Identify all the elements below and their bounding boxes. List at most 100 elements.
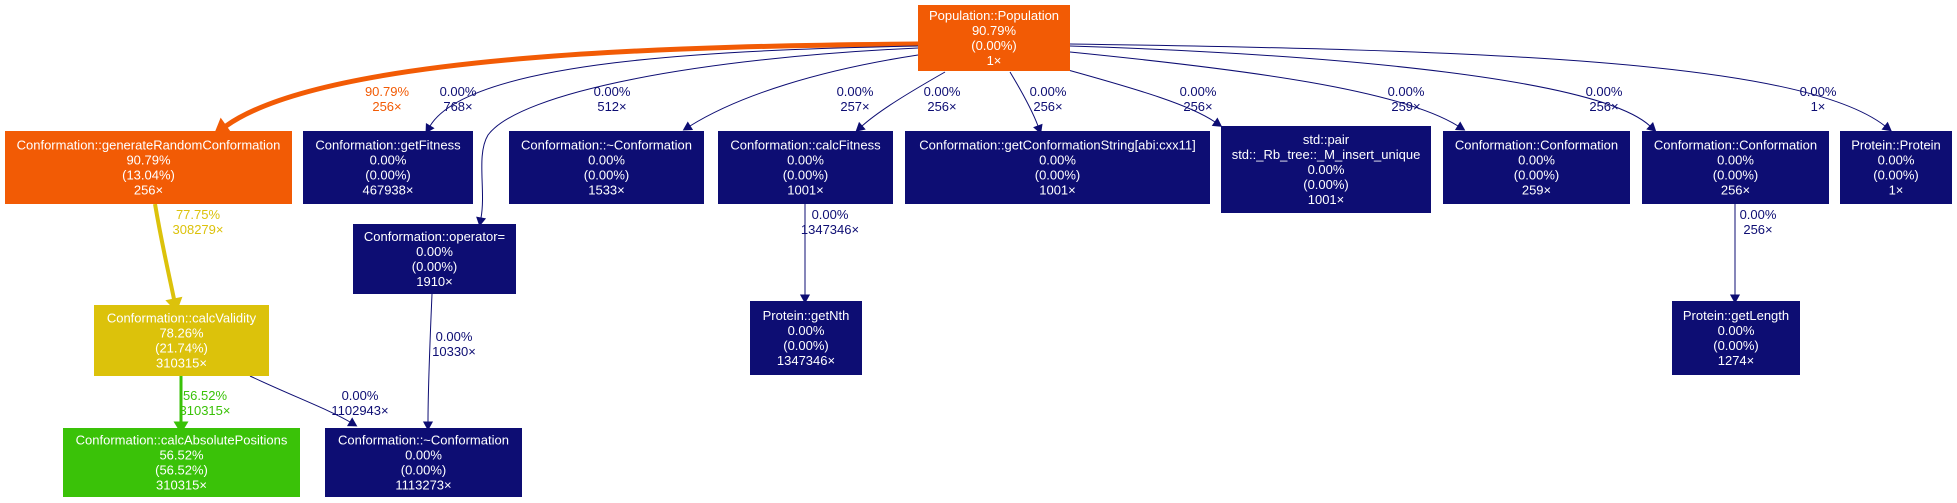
- edge-label: 0.00%: [924, 84, 961, 99]
- edge-line: [1069, 43, 1886, 127]
- node-stat: 56.52%: [159, 448, 204, 463]
- node-calcvalidity[interactable]: Conformation::calcValidity78.26%(21.74%)…: [94, 305, 269, 376]
- node-stat: (0.00%): [412, 259, 458, 274]
- node-title: Conformation::Conformation: [1455, 138, 1618, 153]
- edge-population-to-stdpair: 0.00%256×: [1067, 69, 1223, 127]
- arrowhead: [855, 121, 866, 132]
- edge-label: 256×: [1589, 99, 1618, 114]
- node-getconfstr[interactable]: Conformation::getConformationString[abi:…: [905, 131, 1210, 204]
- node-stat: 0.00%: [405, 448, 442, 463]
- node-stat: 90.79%: [972, 23, 1017, 38]
- node-stat: 0.00%: [416, 244, 453, 259]
- node-title: Protein::getLength: [1683, 308, 1789, 323]
- node-calcabs[interactable]: Conformation::calcAbsolutePositions56.52…: [63, 428, 300, 497]
- node-box: [63, 428, 300, 497]
- node-box: [1443, 131, 1630, 204]
- node-stat: 1×: [987, 53, 1002, 68]
- node-box: [905, 131, 1210, 204]
- arrowhead: [1454, 121, 1466, 131]
- node-stat: 78.26%: [159, 326, 204, 341]
- node-box: [509, 131, 704, 204]
- edge-label: 56.52%: [183, 388, 228, 403]
- node-generate[interactable]: Conformation::generateRandomConformation…: [5, 131, 292, 204]
- node-stat: (56.52%): [155, 463, 208, 478]
- node-title: Conformation::generateRandomConformation: [17, 138, 281, 153]
- node-stdpair[interactable]: std::pairstd::_Rb_tree::_M_insert_unique…: [1221, 126, 1431, 213]
- node-stat: 1910×: [416, 274, 453, 289]
- node-title: Conformation::calcFitness: [730, 138, 881, 153]
- node-stat: 90.79%: [126, 153, 171, 168]
- node-title: Population::Population: [929, 8, 1059, 23]
- node-calcfitness[interactable]: Conformation::calcFitness0.00%(0.00%)100…: [718, 131, 893, 204]
- node-stat: (0.00%): [365, 168, 411, 183]
- node-stat: (0.00%): [1514, 168, 1560, 183]
- edge-population-to-conf259: 0.00%259×: [1069, 51, 1466, 131]
- node-box: [1840, 131, 1952, 204]
- arrowhead: [1881, 121, 1892, 132]
- edge-line: [429, 45, 919, 127]
- edge-line: [1009, 71, 1039, 127]
- node-getfitness[interactable]: Conformation::getFitness0.00%(0.00%)4679…: [303, 131, 473, 204]
- node-stat: 259×: [1522, 183, 1551, 198]
- node-stat: 310315×: [156, 478, 207, 493]
- node-stat: (0.00%): [1873, 168, 1919, 183]
- edge-line: [1069, 51, 1459, 127]
- node-stat: (0.00%): [1713, 168, 1759, 183]
- node-stat: 0.00%: [588, 153, 625, 168]
- edge-label: 0.00%: [1180, 84, 1217, 99]
- node-stat: (0.00%): [783, 168, 829, 183]
- node-stat: (0.00%): [584, 168, 630, 183]
- node-conf256[interactable]: Conformation::Conformation0.00%(0.00%)25…: [1642, 131, 1829, 204]
- node-stat: (0.00%): [1713, 338, 1759, 353]
- node-stat: (21.74%): [155, 341, 208, 356]
- edge-line: [427, 293, 433, 423]
- node-stat: 1001×: [787, 183, 824, 198]
- edge-label: 257×: [840, 99, 869, 114]
- arrowhead: [1646, 121, 1657, 132]
- edge-label: 256×: [1033, 99, 1062, 114]
- node-title: Conformation::~Conformation: [521, 138, 692, 153]
- edge-line: [153, 203, 176, 300]
- node-stat: 0.00%: [1039, 153, 1076, 168]
- node-conf259[interactable]: Conformation::Conformation0.00%(0.00%)25…: [1443, 131, 1630, 204]
- node-box: [353, 224, 516, 294]
- edge-conf256-to-getlength: 0.00%256×: [1729, 204, 1777, 304]
- node-box: [1221, 126, 1431, 213]
- node-box: [325, 428, 522, 497]
- edge-calcfitness-to-getnth: 0.00%1347346×: [799, 204, 859, 304]
- edge-population-to-conf256: 0.00% 256×: [1069, 45, 1657, 132]
- arrowhead: [799, 294, 811, 304]
- node-title: Conformation::calcAbsolutePositions: [76, 433, 288, 448]
- node-box: [5, 131, 292, 204]
- node-stat: 310315×: [156, 356, 207, 371]
- edge-calcvalidity-to-calcabs: 56.52%310315×: [173, 375, 230, 434]
- arrowhead: [682, 121, 694, 131]
- node-operator[interactable]: Conformation::operator=0.00%(0.00%)1910×: [353, 224, 516, 294]
- edge-label: 0.00%: [342, 388, 379, 403]
- edge-label: 0.00%: [1740, 207, 1777, 222]
- node-stat: 467938×: [363, 183, 414, 198]
- node-stat: 0.00%: [1308, 162, 1345, 177]
- edge-label: 1×: [1811, 99, 1826, 114]
- edge-population-to-protein: 0.00%1×: [1069, 43, 1892, 132]
- nodes-layer: Population::Population90.79%(0.00%)1×Con…: [5, 5, 1952, 497]
- node-dtor1[interactable]: Conformation::~Conformation0.00%(0.00%)1…: [509, 131, 704, 204]
- node-stat: 0.00%: [1518, 153, 1555, 168]
- node-title: Protein::getNth: [763, 308, 850, 323]
- node-title: Conformation::Conformation: [1654, 138, 1817, 153]
- arrowhead: [1033, 123, 1043, 135]
- arrowhead: [422, 421, 434, 431]
- node-title: Conformation::getFitness: [315, 138, 461, 153]
- node-title: Conformation::operator=: [364, 229, 505, 244]
- edge-label: 256×: [1743, 222, 1772, 237]
- edge-population-to-getfitness: 0.00%768×: [425, 45, 919, 134]
- node-box: [918, 5, 1070, 71]
- node-dtor2[interactable]: Conformation::~Conformation0.00%(0.00%)1…: [325, 428, 522, 497]
- edge-label: 0.00%: [1800, 84, 1837, 99]
- node-stat: 1001×: [1308, 192, 1345, 207]
- edge-line: [249, 375, 351, 423]
